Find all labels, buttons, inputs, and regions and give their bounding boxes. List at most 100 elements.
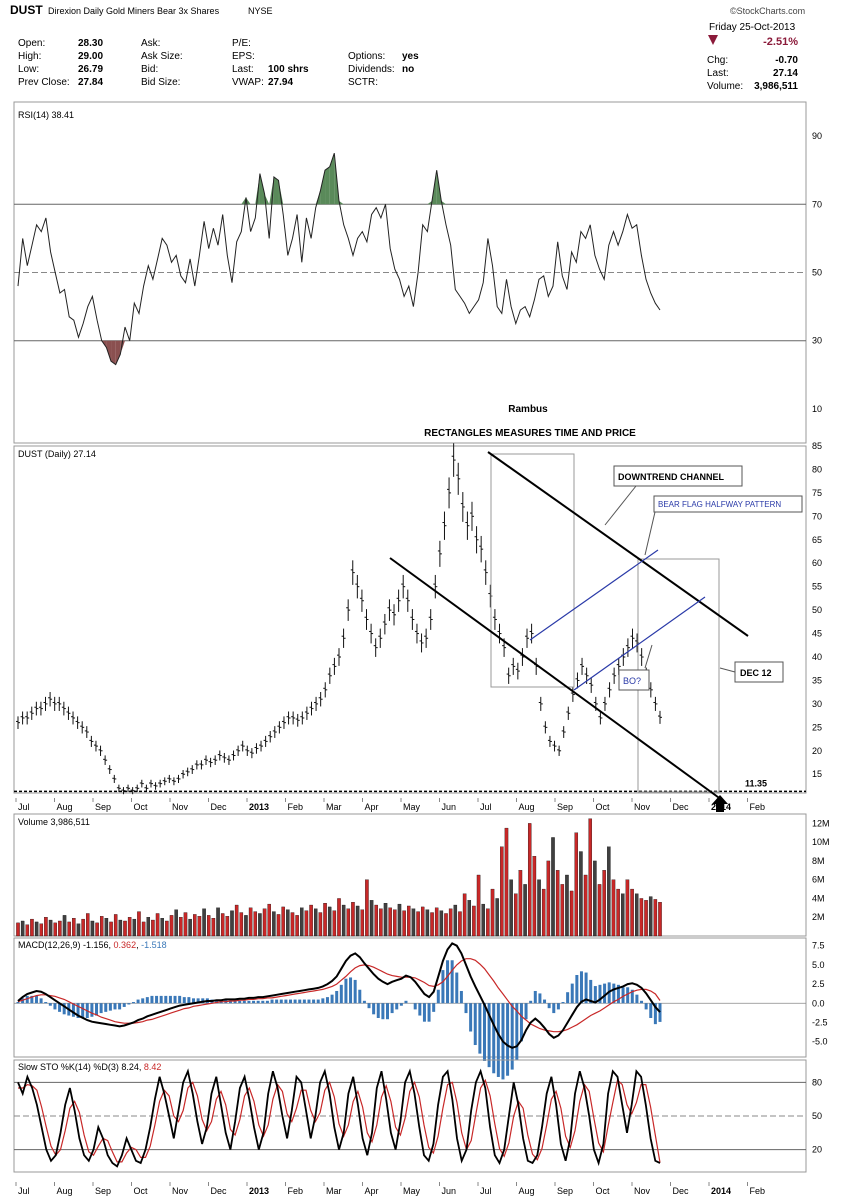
volume-bar: [39, 923, 44, 937]
volume-bar: [151, 919, 155, 937]
volume-bar: [188, 918, 192, 937]
rsi-overbought-fill: [278, 180, 284, 205]
field-label: Volume:: [707, 81, 743, 92]
macd-hist-bar: [284, 999, 288, 1004]
volume-bar: [467, 900, 472, 937]
macd-hist-bar: [575, 975, 579, 1004]
macd-hist-bar: [538, 993, 542, 1004]
field-label: EPS:: [232, 51, 255, 62]
price-xaxis-xtick-label: Nov: [172, 802, 189, 812]
sto-xaxis-xtick-label: Sep: [95, 1186, 111, 1196]
macd-hist-bar: [76, 1003, 80, 1018]
macd-hist-bar: [593, 986, 597, 1004]
price-xaxis-xtick-label: Nov: [634, 802, 651, 812]
volume-bar: [90, 920, 95, 937]
volume-bar: [318, 912, 323, 937]
macd-hist-bar: [339, 984, 343, 1004]
volume-bar: [430, 912, 434, 937]
sto-xaxis-xtick-label: Feb: [288, 1186, 304, 1196]
price-xaxis-xtick-label: Aug: [519, 802, 535, 812]
macd-ytick-label: 0.0: [812, 998, 825, 1008]
down-arrow-icon: [708, 35, 718, 45]
macd-hist-bar: [25, 995, 29, 1004]
volume-bar: [81, 918, 85, 937]
sto-xaxis-xtick-label: Jul: [480, 1186, 492, 1196]
volume-bar: [518, 870, 523, 937]
macd-ytick-label: -2.5: [812, 1017, 828, 1027]
macd-hist-bar: [279, 999, 283, 1004]
sto-xaxis-xtick-label: Jun: [442, 1186, 457, 1196]
price-xaxis-xtick-label: Jul: [18, 802, 30, 812]
macd-hist-bar: [108, 1003, 112, 1011]
volume-bar: [169, 915, 174, 937]
rsi-oversold-fill: [111, 340, 116, 365]
macd-hist-bar: [238, 1000, 242, 1004]
price-ytick-label: 25: [812, 722, 822, 732]
volume-bar: [365, 879, 369, 937]
volume-bar: [355, 905, 360, 937]
volume-bar: [462, 893, 467, 937]
rsi-ytick-label: 90: [812, 131, 822, 141]
volume-bar: [495, 898, 499, 937]
macd-hist-bar: [649, 1003, 653, 1018]
macd-ytick-label: -5.0: [812, 1037, 828, 1047]
macd-hist-bar: [302, 999, 306, 1004]
macd-hist-bar: [168, 995, 172, 1004]
macd-hist-bar: [579, 971, 583, 1004]
macd-hist-bar: [455, 972, 459, 1004]
volume-bar: [583, 874, 588, 937]
channel-lower-line: [389, 557, 723, 801]
macd-hist-bar: [413, 1003, 417, 1010]
volume-bar: [123, 920, 127, 937]
macd-hist-bar: [395, 1003, 399, 1010]
volume-bar: [239, 912, 244, 937]
volume-bar: [44, 917, 48, 937]
sto-k-line: [17, 1068, 661, 1168]
volume-bar: [304, 910, 309, 937]
volume-bar: [290, 912, 295, 937]
volume-bar: [379, 908, 383, 937]
date-label: DEC 12: [740, 668, 772, 678]
macd-hist-bar: [159, 995, 163, 1004]
volume-bar: [444, 913, 448, 937]
watermark: ©StockCharts.com: [730, 6, 805, 16]
volume-bar: [434, 907, 439, 937]
price-xaxis-xtick-label: 2014: [711, 802, 731, 812]
price-ytick-label: 20: [812, 746, 822, 756]
field-label: P/E:: [232, 38, 251, 49]
macd-hist-bar: [640, 1000, 644, 1004]
rsi-overbought-fill: [329, 153, 335, 205]
macd-hist-bar: [71, 1003, 75, 1017]
macd-line: [17, 942, 661, 1049]
macd-hist-bar: [603, 983, 607, 1004]
volume-bar: [155, 913, 160, 937]
macd-hist-bar: [270, 999, 274, 1004]
macd-hist-bar: [385, 1003, 389, 1020]
volume-bar: [220, 913, 225, 937]
volume-bar: [490, 888, 495, 937]
volume-bar: [579, 851, 583, 937]
volume-bar: [351, 902, 355, 937]
macd-hist-bar: [446, 960, 450, 1004]
price-ytick-label: 65: [812, 535, 822, 545]
macd-hist-bar: [496, 1003, 500, 1077]
volume-bar: [458, 911, 462, 937]
volume-bar: [95, 922, 99, 937]
macd-hist-bar: [321, 998, 325, 1004]
macd-hist-bar: [298, 999, 302, 1004]
macd-hist-bar: [344, 978, 348, 1004]
macd-hist-bar: [404, 1000, 408, 1004]
rsi-ytick-label: 70: [812, 199, 822, 209]
volume-bar: [225, 916, 230, 937]
volume-bar: [597, 884, 602, 937]
security-name: Direxion Daily Gold Miners Bear 3x Share…: [48, 6, 220, 16]
volume-bar: [514, 893, 518, 937]
volume-bar: [118, 919, 123, 937]
rsi-line: [17, 153, 661, 366]
macd-hist-bar: [330, 994, 334, 1004]
volume-bar: [416, 911, 420, 937]
macd-hist-bar: [113, 1003, 117, 1010]
sto-label: Slow STO %K(14) %D(3) 8.24, 8.42: [18, 1062, 161, 1072]
volume-bar: [397, 903, 402, 937]
